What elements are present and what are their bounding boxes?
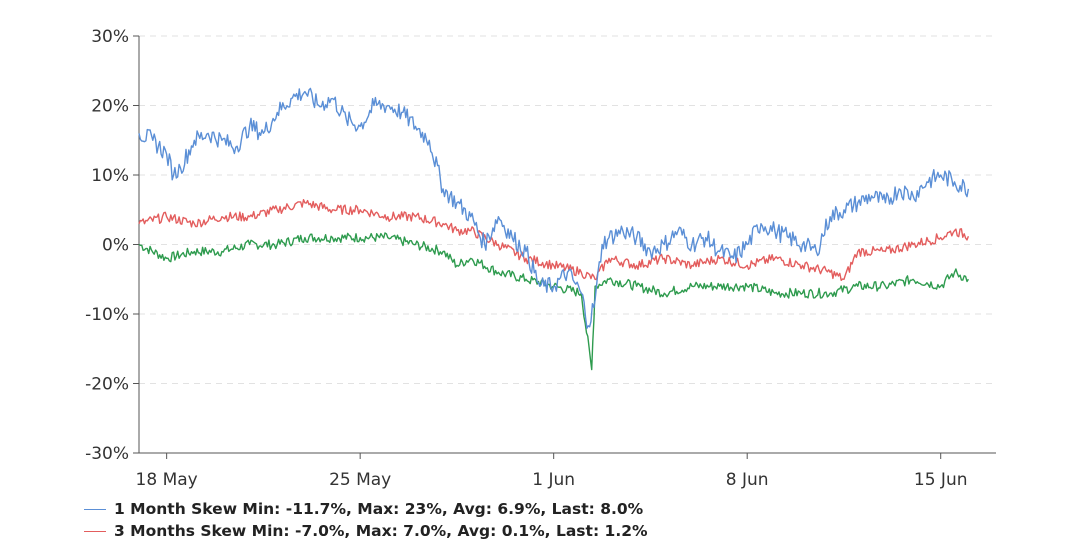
y-tick-label: 0% bbox=[102, 236, 129, 256]
x-axis: 18 May 25 May 1 Jun 8 Jun 15 Jun bbox=[136, 452, 996, 490]
series-line-3-months-skew[interactable] bbox=[138, 199, 970, 281]
y-tick-label: 10% bbox=[91, 166, 129, 186]
y-tick-label: -10% bbox=[85, 305, 129, 325]
x-tick-label: 8 Jun bbox=[726, 470, 769, 490]
series-line-series-3[interactable] bbox=[138, 232, 969, 371]
legend-swatch-3-months bbox=[84, 530, 106, 532]
y-tick-label: -20% bbox=[85, 375, 129, 395]
series-line-1-month-skew[interactable] bbox=[138, 87, 970, 329]
legend-label-3-months: 3 Months Skew Min: -7.0%, Max: 7.0%, Avg… bbox=[114, 522, 648, 540]
line-chart: 30% 20% 10% 0% -10% -20% -30% 18 May 25 May 1 Ju… bbox=[85, 27, 996, 490]
x-tick-label: 25 May bbox=[329, 470, 391, 490]
y-tick-label: -30% bbox=[85, 444, 129, 464]
x-tick-label: 18 May bbox=[136, 470, 198, 490]
y-tick-label: 20% bbox=[91, 97, 129, 117]
y-axis: 30% 20% 10% 0% -10% -20% -30% bbox=[85, 27, 140, 464]
series-lines bbox=[138, 87, 970, 371]
legend: 1 Month Skew Min: -11.7%, Max: 23%, Avg:… bbox=[84, 498, 648, 542]
legend-swatch-1-month bbox=[84, 508, 106, 510]
legend-item-1-month[interactable]: 1 Month Skew Min: -11.7%, Max: 23%, Avg:… bbox=[84, 498, 648, 520]
x-tick-label: 1 Jun bbox=[532, 470, 575, 490]
legend-item-3-months[interactable]: 3 Months Skew Min: -7.0%, Max: 7.0%, Avg… bbox=[84, 520, 648, 542]
legend-label-1-month: 1 Month Skew Min: -11.7%, Max: 23%, Avg:… bbox=[114, 500, 644, 518]
x-tick-label: 15 Jun bbox=[914, 470, 968, 490]
y-tick-label: 30% bbox=[91, 27, 129, 47]
